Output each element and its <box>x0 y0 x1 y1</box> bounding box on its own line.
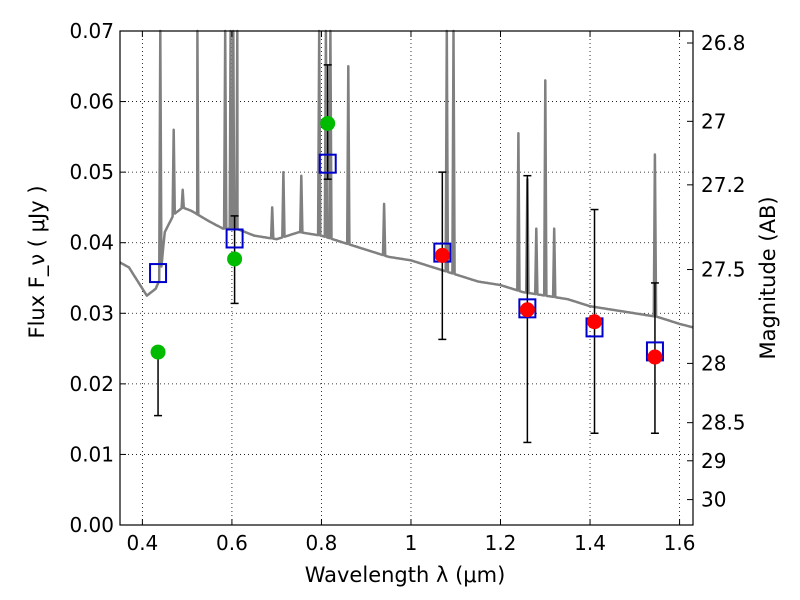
y2-tick-label: 27.5 <box>701 258 746 282</box>
x-tick-label: 1.4 <box>574 531 606 555</box>
x-tick-label: 1.2 <box>485 531 517 555</box>
axes-frame <box>119 30 694 526</box>
filled-circle-marker <box>320 115 336 131</box>
filled-circle-marker <box>150 344 166 360</box>
x-tick-label: 1 <box>405 531 418 555</box>
tick-labels: 0.4 0.6 0.8 1 1.2 1.4 1.6 0.00 0.01 0.02 0.03 0.04 0… <box>69 19 745 555</box>
template-spectrum <box>119 29 694 329</box>
filled-circle-marker <box>519 302 535 318</box>
y-tick-label: 0.05 <box>69 160 114 184</box>
y-axis-title: Flux F_ν ( μJy ) <box>25 185 50 338</box>
y2-tick-label: 27.2 <box>701 173 746 197</box>
y-tick-label: 0.03 <box>69 301 114 325</box>
open-square-marker <box>149 263 168 284</box>
plot-frame <box>119 30 694 526</box>
y2-tick-label: 27 <box>701 109 726 133</box>
grid <box>120 30 693 526</box>
filled-circle-marker <box>434 247 450 263</box>
filled-circle-marker <box>587 314 603 330</box>
y-tick-label: 0.06 <box>69 90 114 114</box>
y-tick-label: 0.07 <box>69 19 114 43</box>
y-tick-label: 0.02 <box>69 372 114 396</box>
open-square-marker <box>518 298 537 319</box>
y-tick-label: 0.04 <box>69 231 114 255</box>
y-tick-label: 0.00 <box>69 513 114 537</box>
y2-tick-label: 28.5 <box>701 411 746 435</box>
y2-axis-title: Magnitude (AB) <box>756 196 780 359</box>
y2-tick-label: 29 <box>701 449 726 473</box>
y2-tick-label: 26.8 <box>701 31 746 55</box>
y2-tick-label: 28 <box>701 351 726 375</box>
x-tick-label: 0.8 <box>306 531 338 555</box>
x-tick-label: 0.6 <box>216 531 248 555</box>
spectrum-line <box>119 29 694 329</box>
x-axis-title: Wavelength λ (μm) <box>305 563 506 587</box>
filled-circle-marker <box>647 349 663 365</box>
y-tick-label: 0.01 <box>69 442 114 466</box>
x-tick-label: 0.4 <box>126 531 158 555</box>
y2-tick-label: 30 <box>701 488 726 512</box>
open-square-marker <box>318 153 337 174</box>
data-markers <box>149 115 664 365</box>
x-tick-label: 1.6 <box>664 531 696 555</box>
filled-circle-marker <box>227 251 243 267</box>
open-square-marker <box>225 228 244 249</box>
